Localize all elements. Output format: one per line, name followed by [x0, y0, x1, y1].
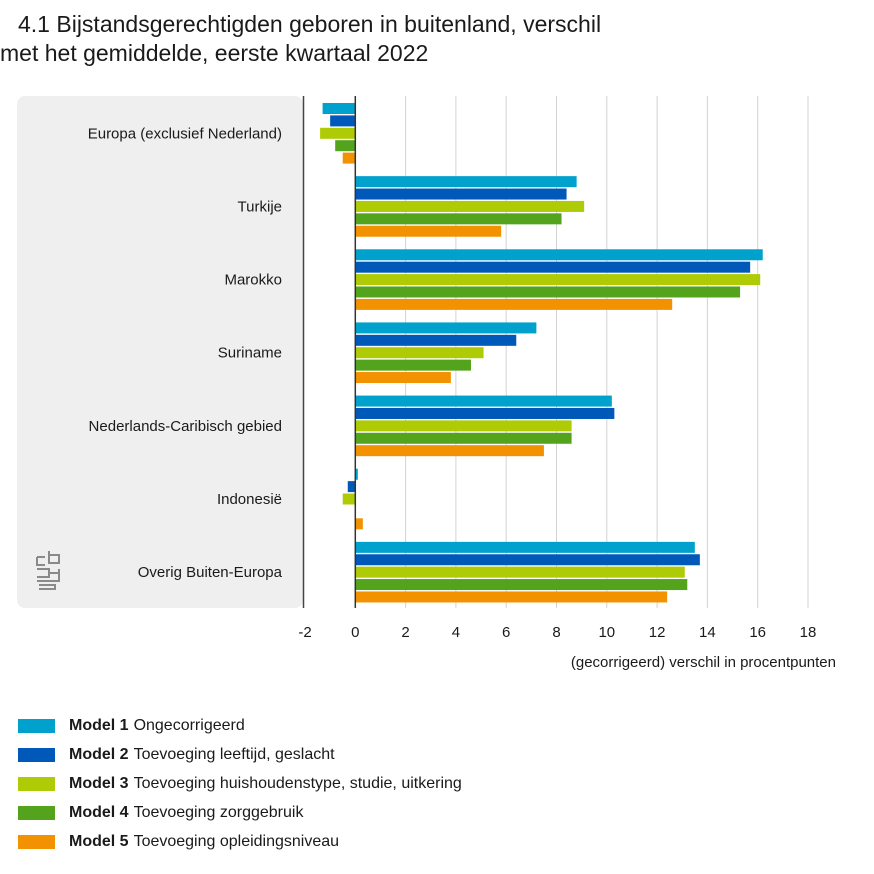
legend-item: Model 1 Ongecorrigeerd — [18, 711, 462, 740]
legend-swatch — [18, 776, 55, 791]
bar — [355, 176, 577, 188]
legend-series-name: Model 2 — [69, 745, 129, 763]
legend-series-name: Model 3 — [69, 774, 129, 792]
bar — [355, 541, 695, 553]
bar — [355, 518, 363, 530]
bar — [330, 115, 356, 127]
legend-item: Model 4 Toevoeging zorggebruik — [18, 798, 462, 827]
legend-series-description: Toevoeging huishoudenstype, studie, uitk… — [133, 774, 462, 792]
x-tick-label: 10 — [598, 624, 615, 641]
x-tick-label: 0 — [351, 624, 359, 641]
legend-swatch — [18, 805, 55, 820]
x-axis-label: (gecorrigeerd) verschil in procentpunten — [571, 654, 836, 671]
legend-swatch — [18, 718, 55, 733]
legend-series-description: Toevoeging zorggebruik — [133, 803, 304, 821]
legend-series-name: Model 4 — [69, 803, 129, 821]
bar — [347, 481, 356, 493]
bar — [355, 407, 615, 419]
bar — [355, 566, 685, 578]
bar — [355, 359, 471, 371]
bar — [342, 493, 356, 505]
chart-title-line-2: met het gemiddelde, eerste kwartaal 2022 — [0, 40, 429, 66]
bar — [355, 395, 612, 407]
bar — [355, 468, 358, 480]
x-tick-label: 6 — [502, 624, 510, 641]
chart-title: 4.1 Bijstandsgerechtigden geboren in bui… — [0, 10, 720, 68]
x-tick-label: 2 — [401, 624, 409, 641]
bar — [355, 298, 673, 310]
bar — [355, 445, 544, 457]
bar — [355, 322, 537, 334]
bar — [355, 200, 585, 212]
category-label: Turkije — [238, 198, 282, 215]
category-label: Suriname — [218, 345, 282, 362]
chart-title-line-1: 4.1 Bijstandsgerechtigden geboren in bui… — [18, 11, 602, 37]
bar — [355, 591, 668, 603]
category-label: Marokko — [224, 272, 282, 289]
legend-series-name: Model 1 — [69, 716, 129, 734]
bar — [355, 261, 751, 273]
legend-series-description: Toevoeging leeftijd, geslacht — [133, 745, 335, 763]
legend: Model 1 Ongecorrigeerd Model 2 Toevoeging l… — [18, 711, 462, 856]
bar — [355, 432, 572, 444]
legend-item: Model 2 Toevoeging leeftijd, geslacht — [18, 740, 462, 769]
bar — [355, 188, 567, 200]
x-tick-label: 8 — [552, 624, 560, 641]
x-tick-label: 14 — [699, 624, 716, 641]
bar — [355, 347, 484, 359]
x-tick-label: 4 — [452, 624, 460, 641]
category-label: Overig Buiten-Europa — [138, 564, 283, 581]
bars — [320, 103, 763, 603]
bar — [355, 213, 562, 225]
legend-swatch — [18, 834, 55, 849]
bar — [355, 334, 517, 346]
legend-series-description: Ongecorrigeerd — [133, 716, 245, 734]
category-label: Nederlands-Caribisch gebied — [89, 418, 282, 435]
bar — [322, 103, 356, 114]
bar — [355, 249, 763, 261]
bar — [355, 225, 502, 237]
bar — [355, 372, 451, 384]
bar — [355, 554, 700, 566]
category-label: Europa (exclusief Nederland) — [88, 125, 282, 142]
x-tick-label: 18 — [800, 624, 817, 641]
bar — [355, 286, 741, 298]
x-tick-label: 16 — [749, 624, 766, 641]
bar — [355, 579, 688, 591]
bar-chart: Europa (exclusief Nederland) Turkije Marok… — [17, 96, 836, 671]
legend-swatch — [18, 747, 55, 762]
legend-series-description: Toevoeging opleidingsniveau — [133, 832, 340, 850]
tick-labels: -2 0 2 4 6 8 10 12 14 16 18 — [298, 624, 816, 641]
category-label: Indonesië — [217, 491, 282, 508]
x-tick-label: -2 — [298, 624, 311, 641]
bar — [335, 140, 356, 152]
legend-series-name: Model 5 — [69, 832, 129, 850]
bar — [320, 127, 356, 139]
legend-item: Model 3 Toevoeging huishoudenstype, studi… — [18, 769, 462, 798]
cbs-logo — [36, 551, 60, 590]
bar — [342, 152, 356, 164]
x-tick-label: 12 — [649, 624, 666, 641]
category-panel — [17, 96, 303, 608]
category-labels: Europa (exclusief Nederland) Turkije Marok… — [88, 125, 283, 581]
legend-item: Model 5 Toevoeging opleidingsniveau — [18, 827, 462, 856]
bar — [355, 420, 572, 432]
bar — [355, 274, 761, 286]
